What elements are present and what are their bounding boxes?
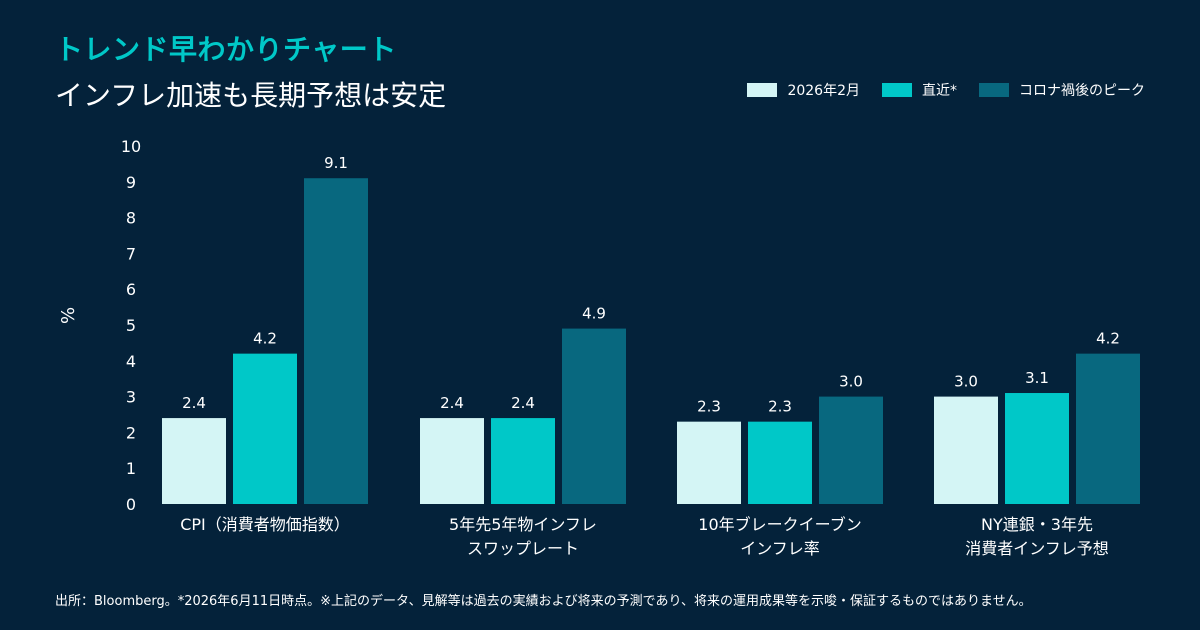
data-label: 2.4 bbox=[182, 394, 206, 412]
data-label: 3.0 bbox=[954, 373, 978, 391]
y-tick-label: 4 bbox=[126, 352, 136, 371]
legend-item-series-3: コロナ禍後のピーク bbox=[979, 80, 1145, 100]
data-label: 2.3 bbox=[697, 398, 721, 416]
data-label: 4.9 bbox=[582, 305, 606, 323]
bar bbox=[562, 328, 626, 504]
bar bbox=[1005, 393, 1069, 504]
legend-swatch-series-3 bbox=[979, 83, 1009, 97]
y-tick-label: 8 bbox=[126, 209, 136, 228]
x-tick-label: CPI（消費者物価指数） bbox=[180, 515, 350, 534]
legend-label-series-3: コロナ禍後のピーク bbox=[1019, 83, 1145, 99]
y-tick-label: 10 bbox=[121, 137, 141, 156]
x-tick-label: 消費者インフレ予想 bbox=[965, 539, 1109, 558]
chart-title: トレンド早わかりチャート bbox=[55, 33, 397, 66]
x-tick-label: インフレ率 bbox=[740, 539, 820, 558]
legend-swatch-series-1 bbox=[747, 83, 778, 97]
data-label: 2.4 bbox=[440, 394, 464, 412]
bar bbox=[1076, 353, 1140, 504]
legend: 2026年2月 直近* コロナ禍後のピーク bbox=[747, 80, 1145, 100]
x-tick-label: 10年ブレークイーブン bbox=[698, 515, 861, 534]
data-label: 4.2 bbox=[1096, 330, 1120, 348]
source-footnote: 出所：Bloomberg。*2026年6月11日時点。※上記のデータ、見解等は過… bbox=[55, 594, 1032, 609]
bar bbox=[819, 396, 883, 504]
y-tick-label: 1 bbox=[126, 459, 136, 478]
data-label: 3.0 bbox=[839, 373, 863, 391]
data-label: 3.1 bbox=[1025, 369, 1049, 387]
bar bbox=[748, 421, 812, 504]
bar bbox=[233, 353, 297, 504]
y-tick-label: 7 bbox=[126, 244, 136, 263]
bar bbox=[304, 178, 368, 504]
x-tick-label: スワップレート bbox=[467, 539, 579, 558]
legend-label-series-1: 2026年2月 bbox=[787, 83, 860, 99]
y-tick-label: 5 bbox=[126, 316, 136, 335]
data-label: 2.3 bbox=[768, 398, 792, 416]
legend-label-series-2: 直近* bbox=[922, 83, 957, 99]
bar bbox=[934, 396, 998, 504]
bar bbox=[491, 418, 555, 504]
x-tick-label: NY連銀・3年先 bbox=[981, 515, 1093, 534]
legend-item-series-1: 2026年2月 bbox=[747, 80, 860, 100]
bar bbox=[420, 418, 484, 504]
x-tick-label: 5年先5年物インフレ bbox=[449, 515, 597, 534]
chart-subtitle: インフレ加速も長期予想は安定 bbox=[55, 79, 447, 112]
legend-item-series-2: 直近* bbox=[882, 80, 957, 100]
y-tick-label: 3 bbox=[126, 388, 136, 407]
data-label: 4.2 bbox=[253, 330, 277, 348]
data-label: 2.4 bbox=[511, 394, 535, 412]
y-tick-label: 0 bbox=[126, 495, 136, 514]
y-tick-label: 2 bbox=[126, 423, 136, 442]
data-label: 9.1 bbox=[324, 154, 348, 172]
legend-swatch-series-2 bbox=[882, 83, 912, 97]
y-tick-label: 6 bbox=[126, 280, 136, 299]
bar bbox=[677, 421, 741, 504]
bar bbox=[162, 418, 226, 504]
y-tick-label: 9 bbox=[126, 173, 136, 192]
